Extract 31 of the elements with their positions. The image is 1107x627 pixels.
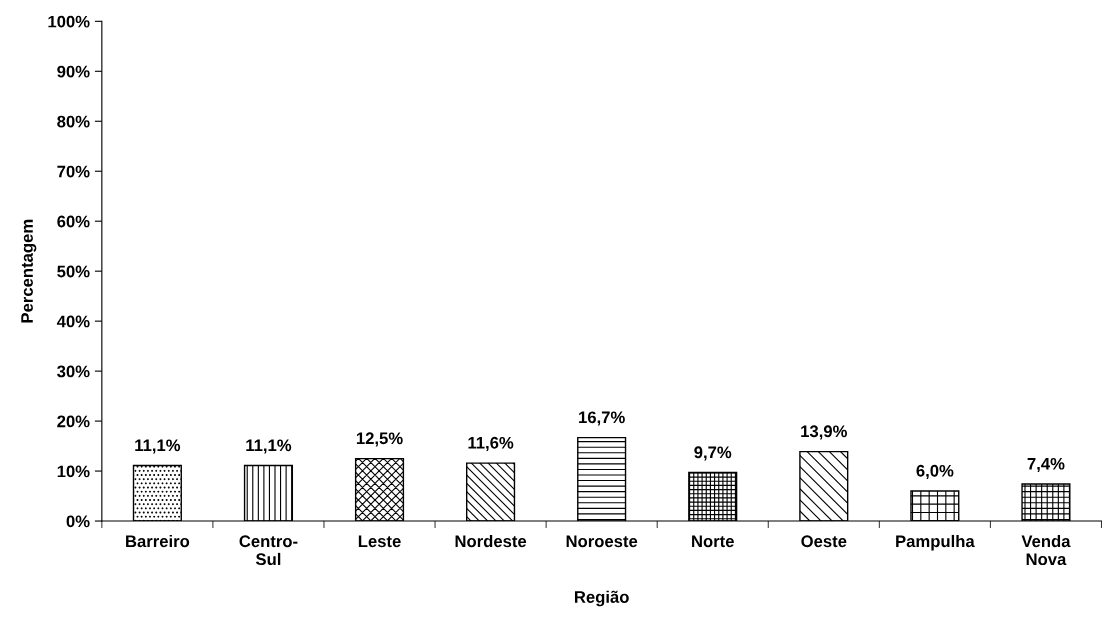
x-tick-label: Barreiro — [126, 534, 190, 548]
x-tick-label: Nordeste — [455, 534, 527, 548]
data-label: 11,1% — [135, 439, 181, 454]
x-tick-label: Leste — [358, 535, 401, 548]
y-tick-label: 50% — [57, 265, 90, 278]
y-tick-label: 10% — [57, 465, 90, 478]
x-axis-title: Região — [574, 590, 629, 607]
y-tick-label: 20% — [57, 415, 90, 428]
data-label: 12,5% — [356, 432, 403, 447]
data-label: 7,4% — [1027, 457, 1065, 473]
x-tick-label: Venda Nova — [1021, 534, 1071, 566]
y-tick-label: 30% — [57, 365, 90, 378]
x-tick-label: Pampulha — [896, 534, 975, 551]
x-tick-label: Noroeste — [566, 535, 638, 548]
data-label: 13,9% — [801, 425, 847, 440]
y-tick-label: 0% — [66, 515, 90, 528]
x-tick-label: Centro- Sul — [239, 535, 298, 566]
data-label: 11,1% — [246, 439, 292, 454]
y-tick-label: 80% — [57, 115, 90, 128]
y-tick-label: 90% — [57, 65, 90, 78]
y-tick-label: 70% — [57, 165, 90, 178]
data-label: 11,6% — [468, 436, 514, 452]
data-label: 9,7% — [694, 446, 732, 461]
data-label: 16,7% — [579, 411, 625, 426]
data-label: 6,0% — [916, 464, 954, 480]
y-tick-label: 60% — [57, 215, 90, 228]
x-tick-label: Oeste — [801, 535, 847, 548]
y-axis-title: Percentagem — [21, 219, 37, 323]
y-tick-label: 40% — [56, 315, 90, 328]
y-tick-label: 100% — [48, 15, 90, 28]
x-tick-label: Norte — [692, 535, 734, 548]
